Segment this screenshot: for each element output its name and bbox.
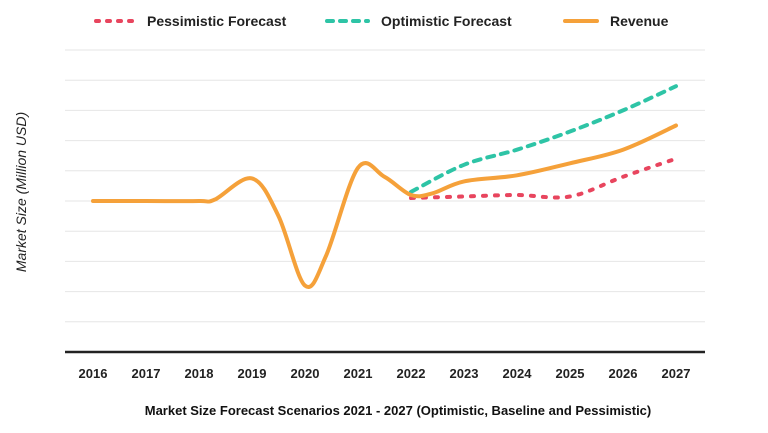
x-tick-label: 2017 [132,366,161,381]
x-tick-label: 2026 [609,366,638,381]
series-line-revenue [91,123,678,289]
y-axis-label: Market Size (Million USD) [13,112,29,272]
legend-item-revenue: Revenue [563,13,669,29]
legend-item-optimistic: Optimistic Forecast [325,13,512,29]
x-tick-label: 2027 [662,366,691,381]
legend: Pessimistic Forecast Optimistic Forecast… [94,13,669,29]
x-tick-label: 2023 [450,366,479,381]
series-line-pessimistic [409,156,678,200]
legend-label-pessimistic: Pessimistic Forecast [147,13,287,29]
grid-lines [65,49,705,323]
x-tick-label: 2018 [185,366,214,381]
x-tick-label: 2021 [344,366,373,381]
x-tick-label: 2016 [79,366,108,381]
series-line-optimistic [409,84,678,194]
x-tick-label: 2022 [397,366,426,381]
legend-label-optimistic: Optimistic Forecast [381,13,512,29]
x-tick-labels: 2016 2017 2018 2019 2020 2021 2022 2023 2024 2025… [79,366,691,381]
x-tick-label: 2019 [238,366,267,381]
x-tick-label: 2025 [556,366,585,381]
series-layer [91,84,678,289]
legend-label-revenue: Revenue [610,13,669,29]
x-tick-label: 2024 [503,366,533,381]
legend-item-pessimistic: Pessimistic Forecast [94,13,287,29]
x-tick-label: 2020 [291,366,320,381]
chart-title: Market Size Forecast Scenarios 2021 - 20… [145,403,652,418]
